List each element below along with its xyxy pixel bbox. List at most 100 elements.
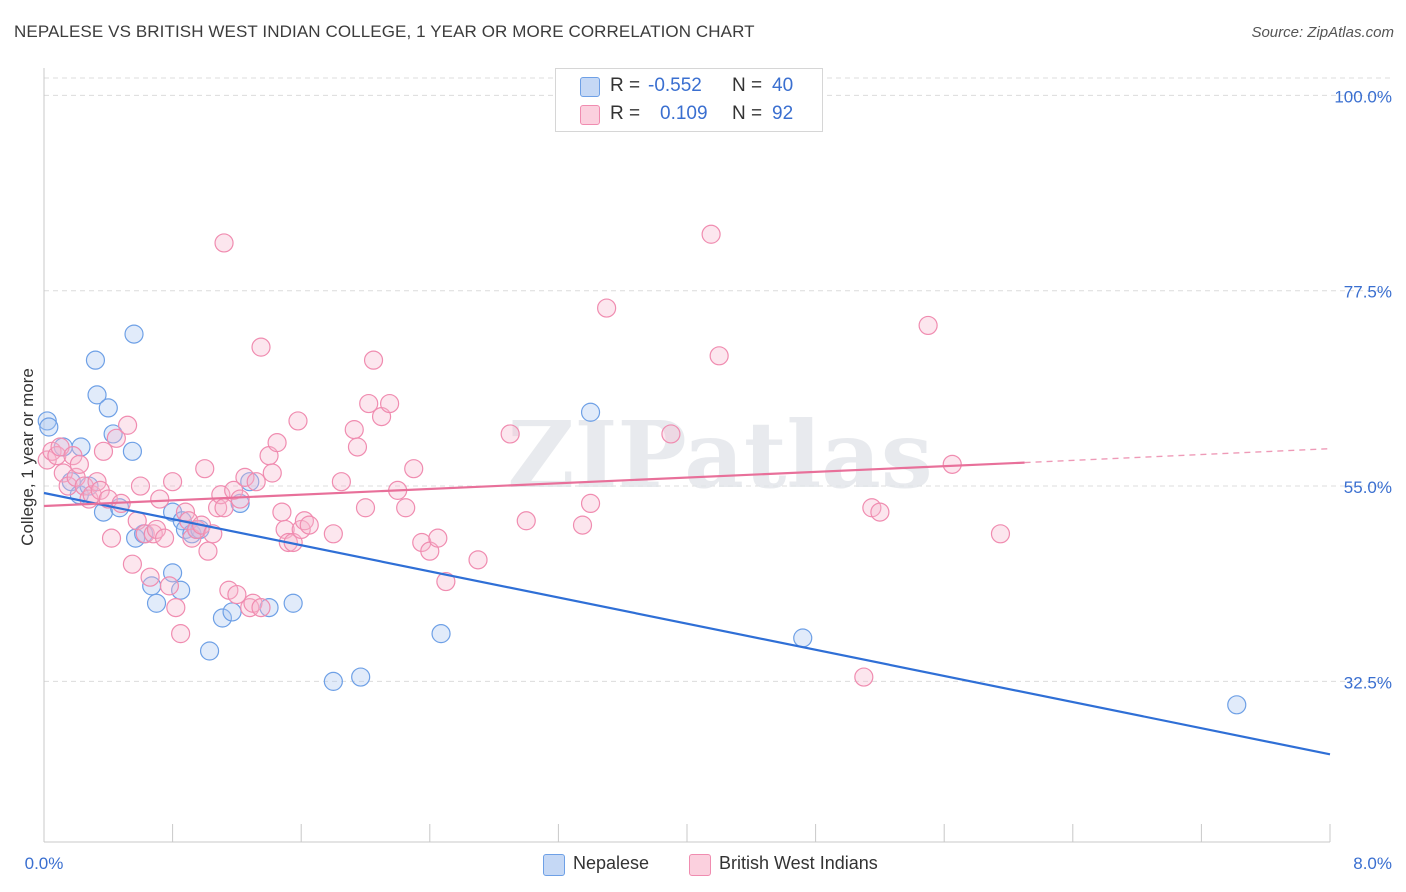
- data-point: [428, 528, 448, 548]
- legend-n-value: 92: [772, 103, 794, 124]
- legend-n-label: N =: [732, 103, 763, 124]
- data-point: [222, 602, 242, 622]
- series-nepalese: [37, 324, 1247, 715]
- data-point: [182, 528, 202, 548]
- data-point: [870, 502, 890, 522]
- data-point: [154, 528, 175, 548]
- data-point: [101, 528, 122, 548]
- data-point: [344, 420, 364, 440]
- data-point: [854, 667, 874, 687]
- data-point: [355, 498, 376, 518]
- data-point: [199, 641, 220, 661]
- data-point: [98, 398, 118, 418]
- data-point: [267, 433, 287, 453]
- data-point: [990, 524, 1011, 544]
- gridlines: [44, 77, 1392, 682]
- data-point: [918, 315, 938, 336]
- data-point: [380, 393, 400, 414]
- data-point: [251, 337, 271, 357]
- correlation-legend: R = -0.552 N = 40 R = 0.109 N = 92: [555, 68, 823, 132]
- data-point: [1227, 695, 1247, 715]
- data-point: [468, 550, 488, 570]
- bottom-legend-swatch-british-west-indians: [689, 854, 711, 876]
- watermark: ZIPatlas: [507, 401, 932, 509]
- bottom-legend-label-nepalese: Nepalese: [573, 853, 650, 873]
- data-point: [500, 424, 520, 444]
- data-point: [198, 541, 218, 561]
- x-tick-label: 0.0%: [25, 854, 64, 873]
- data-point: [195, 459, 215, 479]
- data-point: [359, 393, 379, 414]
- data-point: [572, 515, 593, 535]
- data-point: [272, 502, 292, 522]
- data-point: [140, 567, 160, 587]
- series-layer: [37, 224, 1247, 715]
- legend-r-label: R =: [610, 75, 641, 96]
- legend-r-value: 0.109: [660, 103, 708, 124]
- data-point: [709, 346, 729, 366]
- data-point: [580, 493, 601, 514]
- trend-line: [43, 491, 1331, 756]
- data-point: [146, 593, 167, 613]
- data-point: [135, 524, 155, 544]
- data-point: [262, 463, 282, 483]
- data-point: [230, 489, 250, 509]
- y-tick-label: 77.5%: [1344, 283, 1392, 302]
- data-point: [117, 415, 138, 435]
- data-point: [246, 472, 266, 492]
- trend-line: [43, 461, 1025, 508]
- data-point: [363, 350, 384, 370]
- data-point: [251, 597, 271, 618]
- data-point: [171, 624, 191, 644]
- data-point: [404, 459, 424, 479]
- source-label: Source: ZipAtlas.com: [1251, 24, 1394, 41]
- data-point: [122, 554, 143, 574]
- bottom-legend-swatch-nepalese: [543, 854, 565, 876]
- data-point: [942, 454, 962, 474]
- data-point: [166, 597, 186, 618]
- legend-swatch-british-west-indians: [580, 105, 600, 125]
- data-point: [516, 511, 536, 531]
- data-point: [283, 593, 303, 613]
- data-point: [69, 454, 89, 474]
- data-point: [39, 417, 59, 437]
- data-point: [37, 450, 57, 470]
- data-point: [150, 489, 170, 509]
- y-tick-label: 55.0%: [1344, 478, 1392, 497]
- legend-n-value: 40: [772, 75, 794, 96]
- y-tick-label: 100.0%: [1334, 87, 1392, 106]
- data-point: [331, 472, 351, 492]
- y-tick-label: 32.5%: [1344, 673, 1392, 692]
- legend-r-value: -0.552: [648, 75, 702, 96]
- legend-swatch-nepalese: [580, 77, 600, 97]
- chart-title: NEPALESE VS BRITISH WEST INDIAN COLLEGE,…: [14, 22, 755, 41]
- data-point: [431, 624, 451, 644]
- legend-r-label: R =: [610, 103, 641, 124]
- data-point: [122, 441, 143, 461]
- data-point: [793, 628, 813, 648]
- x-tick-label: 8.0%: [1353, 854, 1392, 873]
- data-point: [597, 298, 617, 318]
- data-point: [323, 524, 343, 544]
- data-point: [661, 424, 681, 444]
- data-point: [351, 667, 371, 687]
- data-point: [396, 498, 416, 518]
- trend-layer: [43, 448, 1331, 756]
- data-point: [235, 467, 255, 487]
- data-point: [171, 580, 191, 600]
- data-point: [85, 350, 106, 370]
- data-point: [299, 515, 319, 535]
- data-point: [93, 441, 114, 461]
- trend-line-extension: [1024, 448, 1331, 464]
- data-point: [130, 476, 151, 496]
- data-point: [701, 224, 721, 244]
- legend-n-label: N =: [732, 75, 763, 96]
- data-point: [436, 571, 456, 592]
- data-point: [163, 472, 183, 492]
- tick-labels: 100.0% 77.5% 55.0% 32.5% 0.0% 8.0%: [25, 87, 1392, 873]
- data-point: [124, 324, 144, 344]
- data-point: [214, 233, 234, 253]
- data-point: [347, 437, 368, 457]
- data-point: [214, 498, 234, 518]
- data-point: [288, 411, 308, 431]
